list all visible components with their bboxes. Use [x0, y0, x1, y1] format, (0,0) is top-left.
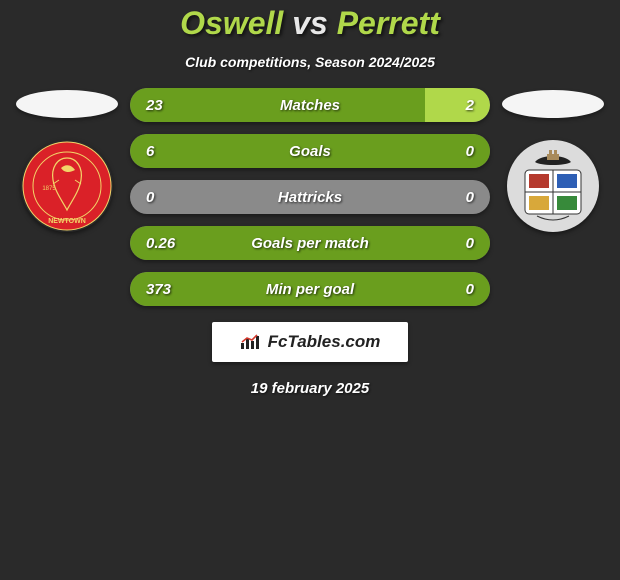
- brand-text: FcTables.com: [268, 332, 381, 352]
- svg-text:1875: 1875: [42, 186, 56, 192]
- svg-text:NEWTOWN: NEWTOWN: [48, 218, 86, 225]
- title-vs: vs: [292, 5, 328, 41]
- right-club-badge: [507, 140, 599, 232]
- bar-chart-icon: [240, 333, 262, 351]
- stat-value-left: 6: [146, 143, 154, 160]
- date-text: 19 february 2025: [251, 380, 369, 397]
- stat-value-right: 2: [466, 97, 474, 114]
- stat-value-right: 0: [466, 281, 474, 298]
- crest-badge-icon: [507, 140, 599, 232]
- stat-label: Min per goal: [266, 281, 354, 298]
- stat-value-left: 0: [146, 189, 154, 206]
- title-player2: Perrett: [337, 5, 440, 41]
- comparison-card: Oswell vs Perrett Club competitions, Sea…: [0, 0, 620, 397]
- left-flag-oval: [16, 90, 118, 118]
- title-player1: Oswell: [180, 5, 283, 41]
- stat-label: Matches: [280, 97, 340, 114]
- stat-label: Hattricks: [278, 189, 342, 206]
- stat-label: Goals: [289, 143, 331, 160]
- stat-label: Goals per match: [251, 235, 369, 252]
- stat-row: 6 Goals 0: [130, 134, 490, 168]
- stat-fill-right: [425, 88, 490, 122]
- stat-row: 23 Matches 2: [130, 88, 490, 122]
- right-side: [502, 88, 604, 232]
- stat-row: 0 Hattricks 0: [130, 180, 490, 214]
- stat-value-right: 0: [466, 143, 474, 160]
- newtown-badge-icon: NEWTOWN 1875: [21, 140, 113, 232]
- stats-column: 23 Matches 2 6 Goals 0 0 Hattricks 0 0.26 Goals pe…: [130, 88, 490, 306]
- subtitle: Club competitions, Season 2024/2025: [185, 54, 435, 70]
- stat-value-left: 23: [146, 97, 163, 114]
- brand-box: FcTables.com: [212, 322, 409, 362]
- stat-row: 0.26 Goals per match 0: [130, 226, 490, 260]
- stat-value-right: 0: [466, 189, 474, 206]
- left-side: NEWTOWN 1875: [16, 88, 118, 232]
- left-club-badge: NEWTOWN 1875: [21, 140, 113, 232]
- stat-value-left: 373: [146, 281, 171, 298]
- stat-value-right: 0: [466, 235, 474, 252]
- right-flag-oval: [502, 90, 604, 118]
- stat-value-left: 0.26: [146, 235, 175, 252]
- page-title: Oswell vs Perrett: [180, 5, 440, 42]
- content-row: NEWTOWN 1875 23 Matches 2 6 Goals 0 0 Hattricks…: [0, 88, 620, 306]
- stat-row: 373 Min per goal 0: [130, 272, 490, 306]
- stat-fill-left: [130, 88, 425, 122]
